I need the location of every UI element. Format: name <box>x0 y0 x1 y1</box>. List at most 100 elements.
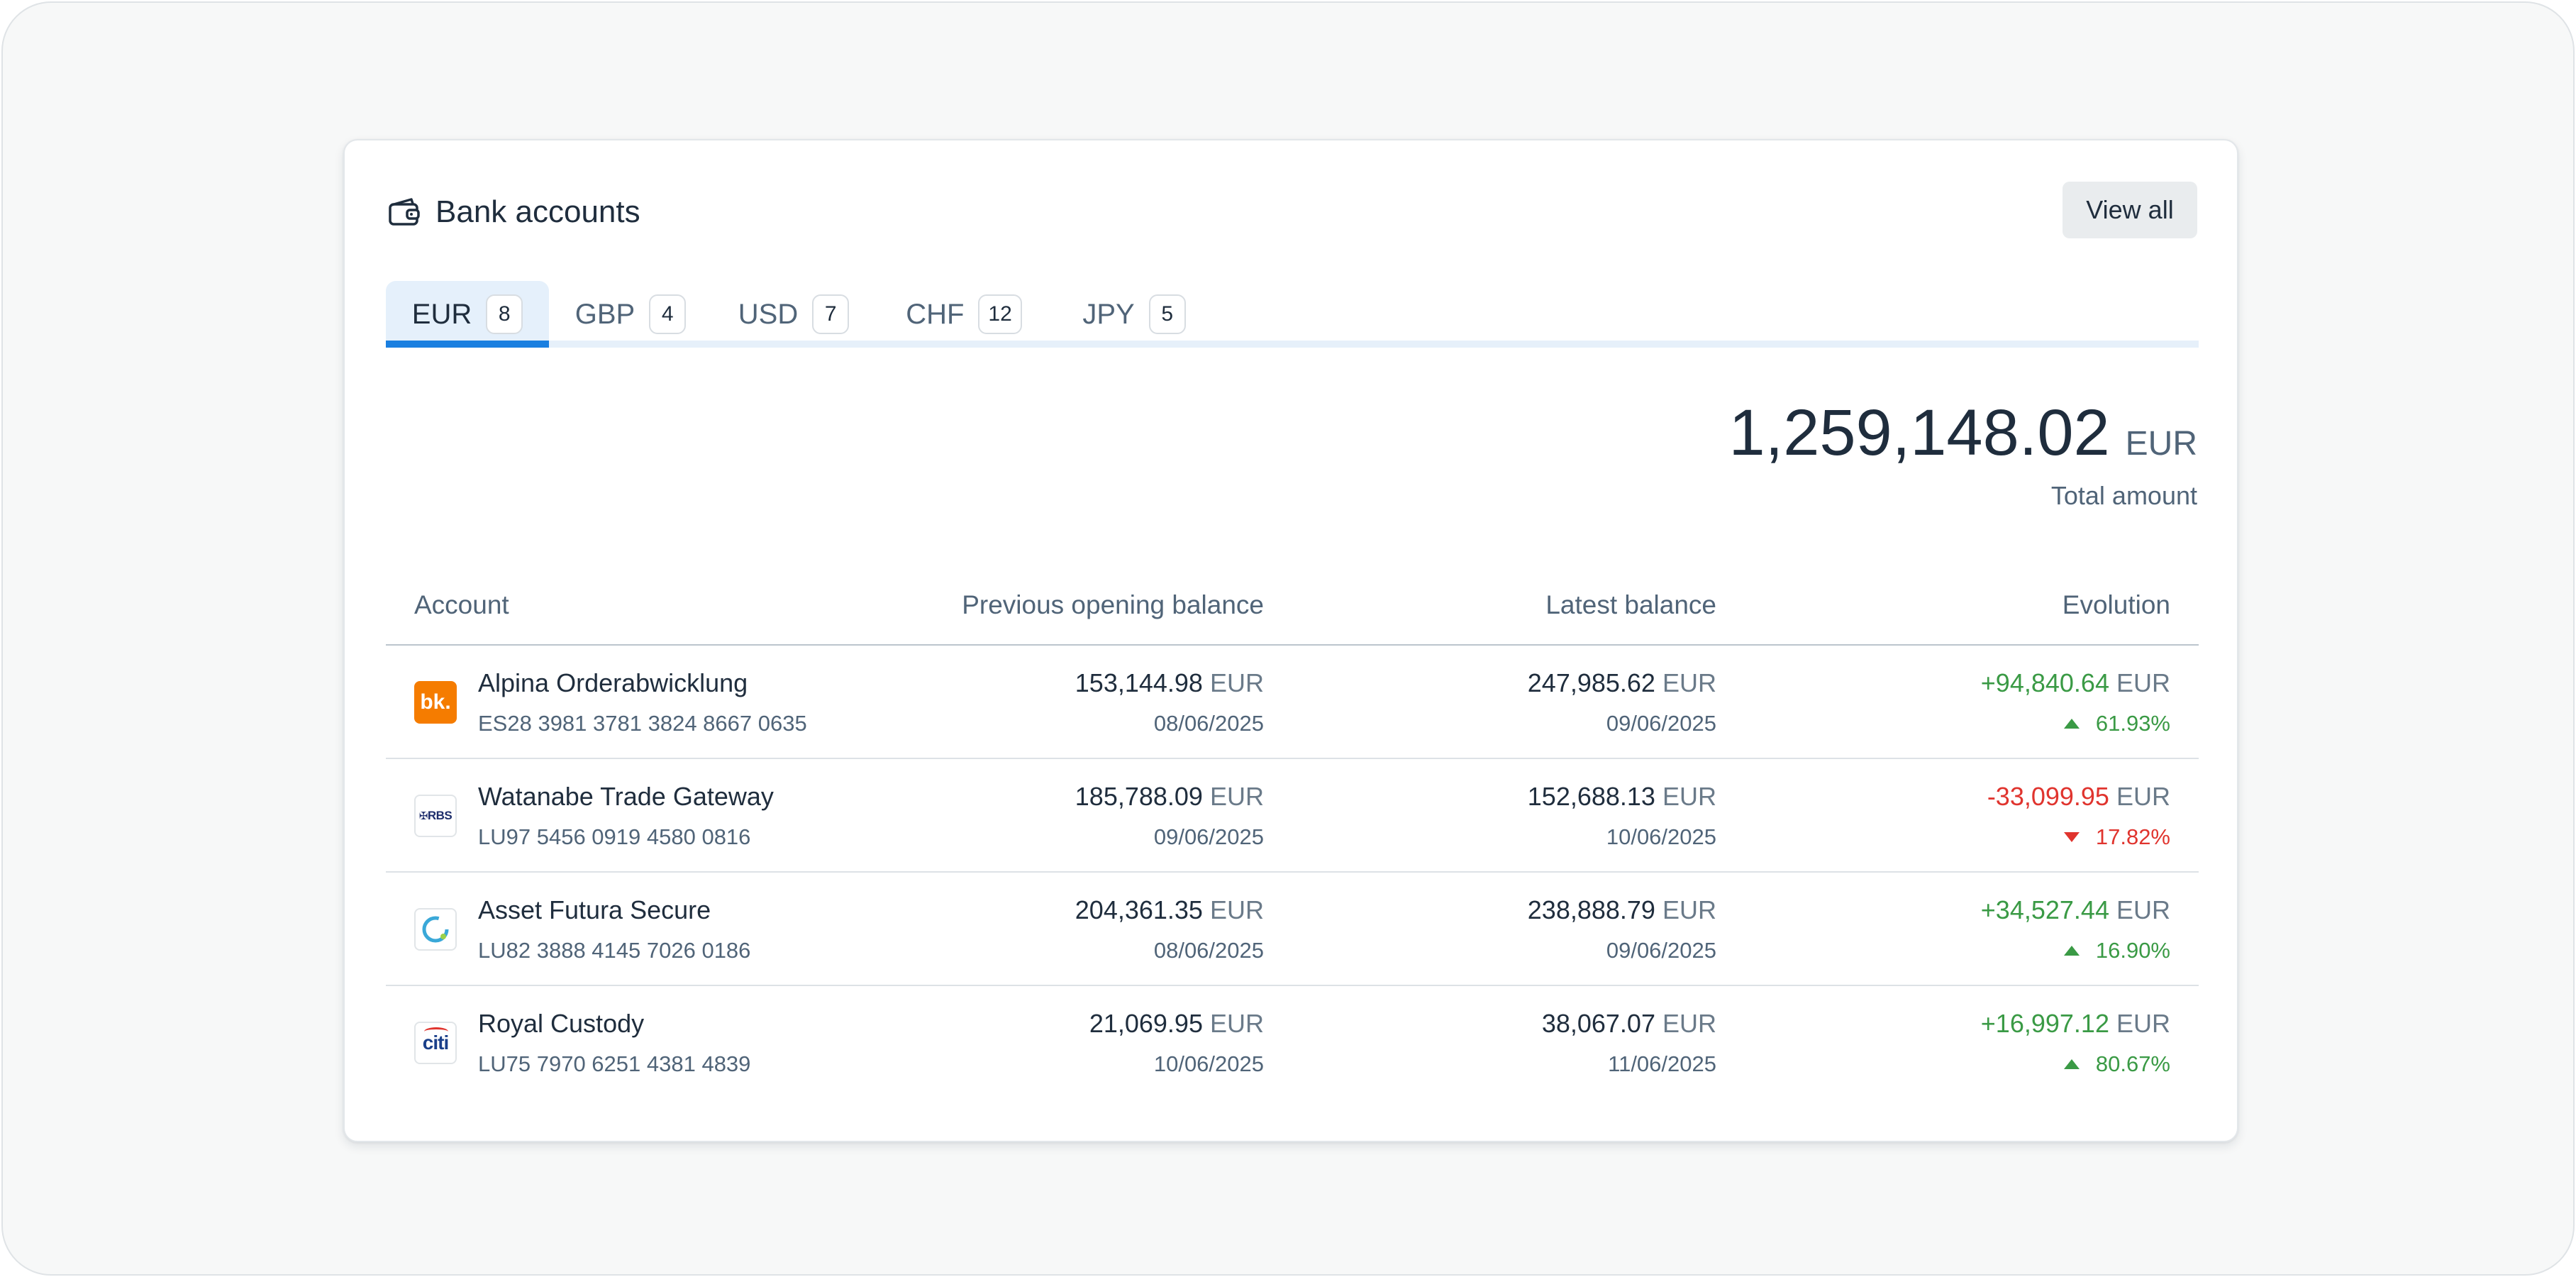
bank-logo-text: bk. <box>420 690 451 714</box>
rbs-bank-logo: ✠RBS <box>414 795 457 837</box>
total-amount-label: Total amount <box>2050 481 2197 510</box>
ring-logo-icon <box>422 916 449 943</box>
evolution-percent: 17.82% <box>2063 824 2170 850</box>
latest-balance-currency: EUR <box>1662 895 1716 924</box>
previous-balance-date: 10/06/2025 <box>1153 1051 1264 1076</box>
previous-balance-amount: 185,788.09 <box>1075 782 1203 811</box>
evolution-value: +34,527.44 <box>1980 895 2109 924</box>
column-header-evolution: Evolution <box>2062 590 2170 619</box>
previous-balance-amount: 21,069.95 <box>1089 1009 1203 1038</box>
total-amount: 1,259,148.02 <box>1728 397 2110 469</box>
previous-balance: 185,788.09 EUR <box>1075 782 1264 812</box>
evolution-percent: 80.67% <box>2063 1051 2170 1077</box>
account-name: Alpina Orderabwicklung <box>478 668 748 697</box>
previous-balance-date: 08/06/2025 <box>1153 938 1264 963</box>
tab-count-badge: 7 <box>812 294 850 334</box>
ring-bank-logo <box>414 908 457 951</box>
table-row[interactable]: citi Royal Custody LU75 7970 6251 4381 4… <box>386 986 2199 1100</box>
account-iban: ES28 3981 3781 3824 8667 0635 <box>478 711 807 736</box>
evolution-currency: EUR <box>2116 668 2170 697</box>
tab-usd[interactable]: USD 7 <box>712 281 875 348</box>
previous-balance-currency: EUR <box>1209 1009 1264 1038</box>
previous-balance-amount: 153,144.98 <box>1075 668 1203 697</box>
tab-label: GBP <box>574 298 635 330</box>
previous-balance-amount: 204,361.35 <box>1075 895 1203 924</box>
total-amount-block: 1,259,148.02 EUR <box>1728 396 2197 470</box>
evolution-value: +16,997.12 <box>1980 1009 2109 1038</box>
latest-balance-amount: 38,067.07 <box>1541 1009 1655 1038</box>
tab-count-badge: 12 <box>978 294 1022 334</box>
evolution-currency: EUR <box>2116 782 2170 811</box>
table-row[interactable]: Asset Futura Secure LU82 3888 4145 7026 … <box>386 873 2199 986</box>
tabs-track <box>386 341 2199 348</box>
account-iban: LU75 7970 6251 4381 4839 <box>478 1051 751 1076</box>
bk-bank-logo: bk. <box>414 681 457 724</box>
tab-count-badge: 5 <box>1148 294 1186 334</box>
evolution-currency: EUR <box>2116 1009 2170 1038</box>
account-iban: LU82 3888 4145 7026 0186 <box>478 938 751 963</box>
column-header-previous-balance: Previous opening balance <box>962 590 1264 619</box>
previous-balance-currency: EUR <box>1209 895 1264 924</box>
column-header-latest-balance: Latest balance <box>1545 590 1716 619</box>
tab-chf[interactable]: CHF 12 <box>875 281 1053 348</box>
latest-balance-date: 11/06/2025 <box>1608 1051 1716 1076</box>
previous-balance-currency: EUR <box>1209 668 1264 697</box>
total-currency: EUR <box>2125 425 2197 463</box>
latest-balance-date: 09/06/2025 <box>1606 938 1716 963</box>
arrow-up-icon <box>2063 946 2080 956</box>
evolution-percent-value: 61.93% <box>2095 711 2170 736</box>
previous-balance-date: 08/06/2025 <box>1153 711 1264 736</box>
latest-balance-amount: 152,688.13 <box>1527 782 1655 811</box>
account-name: Royal Custody <box>478 1009 645 1038</box>
tab-label: JPY <box>1082 298 1135 330</box>
evolution-amount: -33,099.95 EUR <box>1987 782 2170 812</box>
evolution-percent: 16.90% <box>2063 938 2170 963</box>
table-header: Account Previous opening balance Latest … <box>386 566 2199 646</box>
evolution-amount: +34,527.44 EUR <box>1981 895 2170 925</box>
tab-label: EUR <box>411 298 472 330</box>
card-title: Bank accounts <box>435 194 640 229</box>
tab-count-badge: 4 <box>649 294 687 334</box>
tab-jpy[interactable]: JPY 5 <box>1053 281 1216 348</box>
evolution-percent-value: 80.67% <box>2095 1051 2170 1076</box>
card-header: Bank accounts <box>387 194 640 230</box>
evolution-percent-value: 16.90% <box>2095 938 2170 963</box>
latest-balance: 247,985.62 EUR <box>1528 668 1716 698</box>
evolution-percent: 61.93% <box>2063 711 2170 736</box>
tab-gbp[interactable]: GBP 4 <box>549 281 712 348</box>
tab-eur[interactable]: EUR 8 <box>386 281 549 348</box>
table-row[interactable]: ✠RBS Watanabe Trade Gateway LU97 5456 09… <box>386 759 2199 873</box>
latest-balance-currency: EUR <box>1662 782 1716 811</box>
latest-balance-date: 09/06/2025 <box>1606 711 1716 736</box>
latest-balance: 152,688.13 EUR <box>1528 782 1716 812</box>
tab-label: CHF <box>906 298 965 330</box>
evolution-amount: +16,997.12 EUR <box>1981 1009 2170 1039</box>
latest-balance: 238,888.79 EUR <box>1528 895 1716 925</box>
tab-count-badge: 8 <box>486 294 523 334</box>
bank-logo-text: citi <box>423 1027 449 1054</box>
previous-balance: 153,144.98 EUR <box>1075 668 1264 698</box>
latest-balance-amount: 238,888.79 <box>1527 895 1655 924</box>
previous-balance-currency: EUR <box>1209 782 1264 811</box>
arrow-up-icon <box>2063 719 2080 729</box>
evolution-currency: EUR <box>2116 895 2170 924</box>
evolution-percent-value: 17.82% <box>2095 824 2170 849</box>
wallet-icon <box>389 198 420 226</box>
table-row[interactable]: bk. Alpina Orderabwicklung ES28 3981 378… <box>386 646 2199 759</box>
evolution-amount: +94,840.64 EUR <box>1981 668 2170 698</box>
latest-balance-amount: 247,985.62 <box>1527 668 1655 697</box>
currency-tabs: EUR 8 GBP 4 USD 7 CHF 12 JPY 5 <box>386 281 2199 348</box>
accounts-table: Account Previous opening balance Latest … <box>386 566 2199 1100</box>
latest-balance-currency: EUR <box>1662 668 1716 697</box>
account-iban: LU97 5456 0919 4580 0816 <box>478 824 751 849</box>
bank-logo-text: ✠RBS <box>418 809 453 822</box>
citi-arc-icon <box>423 1027 448 1036</box>
previous-balance: 204,361.35 EUR <box>1075 895 1264 925</box>
account-name: Watanabe Trade Gateway <box>478 782 774 811</box>
bank-accounts-card: Bank accounts View all EUR 8 GBP 4 USD 7… <box>343 139 2238 1142</box>
previous-balance-date: 09/06/2025 <box>1153 824 1264 849</box>
latest-balance: 38,067.07 EUR <box>1542 1009 1716 1039</box>
view-all-button[interactable]: View all <box>2063 182 2197 238</box>
latest-balance-date: 10/06/2025 <box>1606 824 1716 849</box>
